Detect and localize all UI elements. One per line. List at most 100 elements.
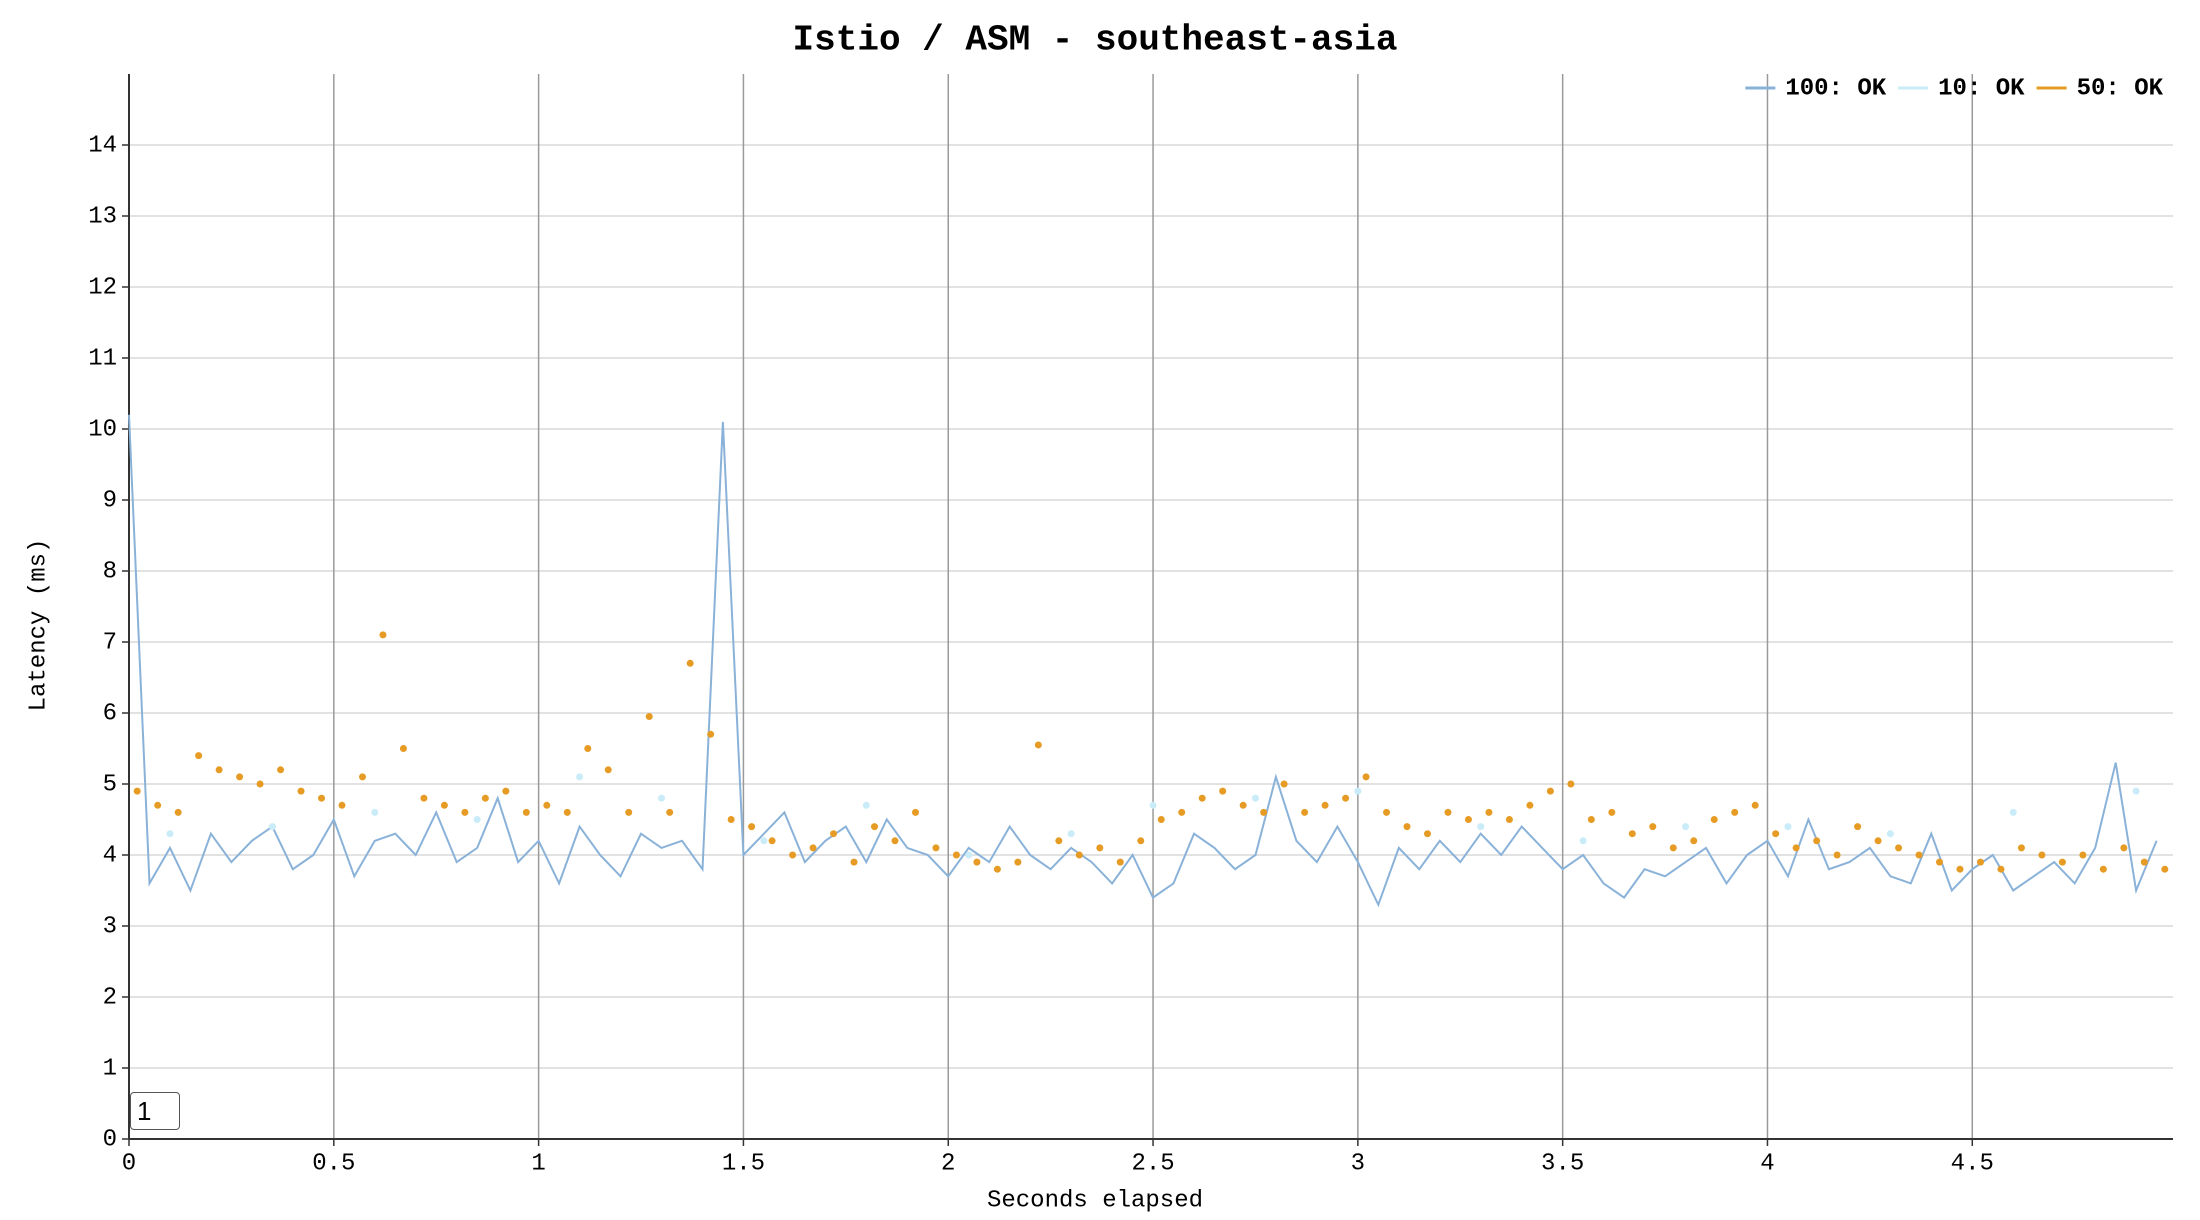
data-point <box>1423 830 1431 838</box>
data-point <box>1149 801 1157 809</box>
data-point <box>727 816 735 823</box>
data-point <box>1579 837 1587 845</box>
legend-label: 10: OK <box>1938 75 2025 102</box>
y-tick-label: 1 <box>103 1055 117 1082</box>
data-point <box>399 745 407 752</box>
y-tick-label: 12 <box>88 274 117 301</box>
data-point <box>911 808 919 816</box>
data-point <box>195 752 203 760</box>
data-point <box>440 801 448 809</box>
data-point <box>707 730 715 738</box>
x-axis-label: Seconds elapsed <box>987 1187 1203 1214</box>
legend-label: 100: OK <box>1785 75 1886 102</box>
data-point <box>760 837 768 845</box>
data-point <box>645 713 653 721</box>
data-point <box>358 773 366 781</box>
data-point <box>502 787 510 795</box>
data-point <box>1874 837 1882 845</box>
data-point <box>2079 851 2087 859</box>
data-point <box>658 794 666 802</box>
data-point <box>1628 830 1636 838</box>
data-point <box>543 801 551 809</box>
data-point <box>862 801 870 809</box>
y-tick-label: 14 <box>88 132 117 159</box>
data-point <box>1669 844 1677 852</box>
data-point <box>1976 858 1984 866</box>
data-point <box>1915 851 1923 859</box>
data-point <box>2140 858 2148 866</box>
data-point <box>1444 808 1452 816</box>
data-point <box>2099 865 2107 873</box>
data-point <box>1219 787 1227 795</box>
data-point <box>1403 823 1411 831</box>
data-point <box>1280 780 1288 788</box>
data-point <box>604 766 612 774</box>
data-point <box>1137 837 1145 845</box>
data-point <box>420 794 428 802</box>
data-point <box>1792 844 1800 852</box>
data-point <box>522 808 530 816</box>
data-point <box>166 830 174 838</box>
data-point <box>973 858 981 866</box>
data-point <box>1526 801 1534 809</box>
data-point <box>461 808 469 816</box>
data-point <box>371 808 379 816</box>
zoom-input[interactable]: 1 <box>130 1092 180 1130</box>
data-point <box>1546 787 1554 795</box>
data-point <box>174 808 182 816</box>
data-point <box>1956 865 1964 873</box>
y-tick-label: 9 <box>103 487 117 514</box>
data-point <box>268 823 276 831</box>
data-point <box>1936 858 1944 866</box>
data-point <box>1014 858 1022 866</box>
y-tick-label: 13 <box>88 203 117 230</box>
data-point <box>1587 816 1595 823</box>
y-tick-label: 0 <box>103 1126 117 1153</box>
data-point <box>1784 823 1792 831</box>
data-point <box>473 816 481 823</box>
data-point <box>1485 808 1493 816</box>
y-tick-label: 2 <box>103 984 117 1011</box>
legend: 50: OK 10: OK 100: OK <box>1745 75 2164 102</box>
data-point <box>871 823 879 831</box>
data-point <box>1362 773 1370 781</box>
data-point <box>1354 787 1362 795</box>
y-tick-label: 6 <box>103 700 117 727</box>
data-point <box>1772 830 1780 838</box>
data-point <box>1464 816 1472 823</box>
data-point <box>1608 808 1616 816</box>
data-point <box>1239 801 1247 809</box>
data-point <box>1649 823 1657 831</box>
series-line <box>128 414 2158 908</box>
data-point <box>481 794 489 802</box>
x-tick-label: 0.5 <box>312 1150 355 1177</box>
data-point <box>1751 801 1759 809</box>
data-point <box>2058 858 2066 866</box>
data-point <box>576 773 584 781</box>
data-point <box>256 780 264 788</box>
data-point <box>1731 808 1739 816</box>
data-point <box>584 745 592 752</box>
data-point <box>1055 837 1063 845</box>
data-point <box>932 844 940 852</box>
y-tick-label: 4 <box>103 842 117 869</box>
y-tick-label: 10 <box>88 416 117 443</box>
data-point <box>2161 865 2169 873</box>
data-point <box>1690 837 1698 845</box>
data-point <box>1833 851 1841 859</box>
data-point <box>686 659 694 667</box>
y-tick-label: 3 <box>103 913 117 940</box>
data-point <box>1895 844 1903 852</box>
data-point <box>1321 801 1329 809</box>
data-point <box>1067 830 1075 838</box>
y-tick-label: 7 <box>103 629 117 656</box>
data-point <box>1157 816 1165 823</box>
data-point <box>297 787 305 795</box>
data-point <box>809 844 817 852</box>
data-point <box>666 808 674 816</box>
data-point <box>1301 808 1309 816</box>
data-point <box>277 766 285 774</box>
data-point <box>1682 823 1690 831</box>
data-point <box>891 837 899 845</box>
